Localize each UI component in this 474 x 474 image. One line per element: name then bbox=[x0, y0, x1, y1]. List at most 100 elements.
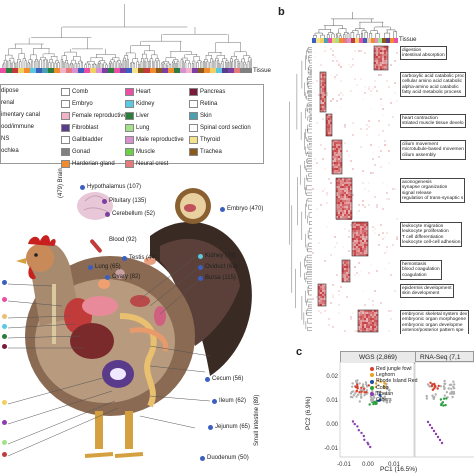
heatmap-cell bbox=[384, 60, 386, 62]
heatmap-cell bbox=[340, 170, 342, 172]
legend-label: Comb bbox=[72, 89, 89, 95]
heatmap-cell bbox=[332, 60, 334, 62]
tissue-bar-segment bbox=[12, 68, 18, 73]
pca-point bbox=[361, 383, 365, 386]
legend-label: Thyroid bbox=[200, 137, 221, 143]
heatmap-cell bbox=[380, 64, 382, 66]
heatmap-cell bbox=[378, 134, 380, 136]
heatmap-cell bbox=[366, 326, 368, 328]
heatmap-cell bbox=[362, 254, 364, 256]
heatmap-cell bbox=[346, 280, 348, 282]
heatmap-cell bbox=[360, 248, 362, 250]
heatmap-cell bbox=[358, 210, 360, 212]
heatmap-cell bbox=[372, 326, 374, 328]
legend-swatch bbox=[189, 136, 198, 144]
heatmap-cell bbox=[328, 130, 330, 132]
go-term: synapse organization bbox=[402, 185, 448, 191]
tissue-bar-segment bbox=[343, 38, 348, 43]
heatmap-cell bbox=[326, 126, 328, 128]
pca-point bbox=[386, 387, 389, 391]
pca-point bbox=[439, 385, 442, 388]
heatmap-cell bbox=[372, 310, 374, 312]
heatmap-cell bbox=[374, 328, 376, 330]
heatmap-cell bbox=[358, 328, 360, 330]
heatmap-cell bbox=[346, 150, 348, 152]
heatmap-cell bbox=[348, 64, 350, 66]
heatmap-cell bbox=[368, 324, 370, 326]
pca-point bbox=[445, 397, 448, 400]
heatmap-cell bbox=[386, 246, 388, 248]
heatmap-cell bbox=[352, 230, 354, 232]
heatmap-cell bbox=[350, 194, 352, 196]
heatmap-cell bbox=[344, 196, 346, 198]
organ-brain: (479) Brain bbox=[58, 168, 64, 198]
heatmap-cell bbox=[344, 208, 346, 210]
heatmap-cell bbox=[342, 278, 344, 280]
heatmap-cell bbox=[348, 198, 350, 200]
heatmap-cell bbox=[330, 118, 332, 120]
heatmap-cell bbox=[340, 198, 342, 200]
heatmap-cell bbox=[332, 158, 334, 160]
heatmap-cell bbox=[358, 240, 360, 242]
heatmap-cell bbox=[346, 270, 348, 272]
heatmap-cell bbox=[370, 318, 372, 320]
heatmap-cell bbox=[324, 50, 326, 52]
heatmap-cell bbox=[342, 200, 344, 202]
heatmap-cell bbox=[336, 60, 338, 62]
heatmap-cell bbox=[384, 56, 386, 58]
heatmap-cell bbox=[370, 314, 372, 316]
heatmap-cell bbox=[378, 68, 380, 70]
heatmap-cell bbox=[336, 172, 338, 174]
heatmap-cell bbox=[320, 98, 322, 100]
kidney-dot-icon bbox=[198, 253, 203, 259]
go-term: axonogenesis bbox=[402, 179, 432, 185]
heatmap-cell bbox=[342, 182, 344, 184]
legend-swatch bbox=[125, 148, 134, 156]
heatmap-cell bbox=[312, 252, 314, 254]
pca-point bbox=[385, 400, 388, 403]
tissue-legend: dipose renal imentary canal ood/immune NS och… bbox=[0, 84, 264, 168]
heatmap-cell bbox=[348, 184, 350, 186]
heatmap-cell bbox=[324, 110, 326, 112]
organ-testis: Testis (44) bbox=[122, 255, 157, 261]
go-term: fatty acid metabolic process bbox=[402, 90, 462, 96]
heatmap-cell bbox=[352, 232, 354, 234]
heatmap-cell bbox=[374, 320, 376, 322]
heatmap-cell bbox=[334, 144, 336, 146]
tissue-bar-segment bbox=[108, 68, 114, 73]
heatmap-cell bbox=[320, 100, 322, 102]
heatmap-cell bbox=[374, 64, 376, 66]
heatmap-cell bbox=[320, 298, 322, 300]
pca-point bbox=[365, 392, 368, 396]
pca-point bbox=[362, 385, 365, 388]
heatmap-cell bbox=[362, 170, 364, 172]
heatmap-cell bbox=[376, 316, 378, 318]
heatmap-cell bbox=[340, 196, 342, 198]
heatmap-cell bbox=[368, 168, 370, 170]
heatmap-cell bbox=[382, 58, 384, 60]
heatmap-cell bbox=[336, 194, 338, 196]
heatmap-cell bbox=[366, 250, 368, 252]
heatmap-cell bbox=[386, 64, 388, 66]
heatmap-cell bbox=[368, 314, 370, 316]
pca-point bbox=[358, 382, 361, 385]
heatmap-cell bbox=[340, 212, 342, 214]
pca-legend-dot-icon bbox=[370, 398, 374, 403]
heatmap-cell bbox=[340, 210, 342, 212]
heatmap-cell bbox=[324, 286, 326, 288]
heatmap-cell bbox=[358, 232, 360, 234]
pca-point bbox=[450, 387, 453, 390]
heatmap-cell bbox=[340, 190, 342, 192]
go-term: leukocyte migration bbox=[402, 223, 444, 229]
legend-item: Retina bbox=[189, 100, 217, 108]
heatmap-cell bbox=[324, 86, 326, 88]
heatmap-cell bbox=[358, 310, 360, 312]
heatmap-cell bbox=[346, 188, 348, 190]
heatmap-cell bbox=[350, 182, 352, 184]
legend-item: renal bbox=[1, 100, 14, 106]
heatmap-cell bbox=[364, 232, 366, 234]
heatmap-cell bbox=[332, 98, 334, 100]
heatmap-cell bbox=[340, 98, 342, 100]
heatmap-cell bbox=[396, 236, 398, 238]
heatmap-cell bbox=[338, 192, 340, 194]
